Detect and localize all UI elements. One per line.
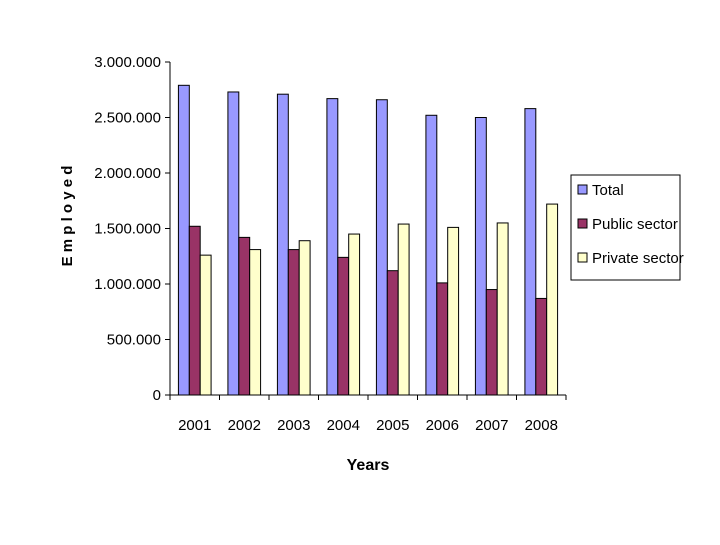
bar-total-2008 [524, 108, 537, 396]
bar-private-sector-2008 [546, 203, 559, 396]
bar-public-sector-2003 [287, 249, 300, 396]
bar-total-2004 [326, 98, 339, 396]
bar-public-sector-2008 [535, 297, 548, 396]
labels-layer: Years E m p l o y e d [59, 166, 389, 474]
bar-private-sector-2006 [447, 226, 460, 396]
bar-private-sector-2005 [397, 223, 410, 396]
bar-private-sector-2007 [496, 222, 509, 396]
y-tick-label: 2.500.000 [94, 110, 161, 127]
bar-total-2001 [177, 84, 190, 396]
x-tick-label: 2005 [376, 417, 409, 434]
bar-total-2003 [276, 93, 289, 396]
y-tick-label: 0 [153, 387, 161, 404]
y-axis-title: E m p l o y e d [59, 166, 76, 267]
bar-private-sector-2001 [199, 254, 212, 396]
x-tick-label: 2008 [525, 417, 558, 434]
bar-public-sector-2004 [337, 256, 350, 396]
bar-public-sector-2001 [188, 225, 201, 396]
legend-swatch-private-sector [577, 252, 588, 263]
y-tick-label: 1.000.000 [94, 276, 161, 293]
y-tick-label: 1.500.000 [94, 221, 161, 238]
x-tick-label: 2004 [327, 417, 360, 434]
bar-public-sector-2006 [436, 282, 449, 396]
x-tick-label: 2001 [178, 417, 211, 434]
legend-swatch-public-sector [577, 218, 588, 229]
legend-box [570, 174, 681, 281]
bar-private-sector-2004 [348, 233, 361, 396]
bar-public-sector-2005 [386, 270, 399, 396]
bar-total-2005 [375, 99, 388, 396]
bar-total-2002 [227, 91, 240, 396]
legend: Total Public sector Private sector [570, 174, 684, 281]
x-tick-label: 2007 [475, 417, 508, 434]
axes-layer: 0 500.000 1.000.000 1.500.000 2.000.000 2.500… [94, 54, 567, 434]
bar-private-sector-2002 [249, 249, 262, 396]
x-axis-title: Years [347, 457, 390, 474]
legend-label: Private sector [592, 250, 684, 267]
y-tick-label: 3.000.000 [94, 54, 161, 71]
bar-public-sector-2002 [238, 236, 251, 396]
bar-total-2007 [474, 117, 487, 396]
bar-private-sector-2003 [298, 240, 311, 396]
x-tick-label: 2006 [426, 417, 459, 434]
bars-layer [177, 84, 559, 396]
y-tick-label: 2.000.000 [94, 165, 161, 182]
legend-label: Public sector [592, 216, 678, 233]
y-tick-label: 500.000 [107, 332, 161, 349]
legend-label: Total [592, 182, 624, 199]
x-tick-label: 2003 [277, 417, 310, 434]
bar-total-2006 [425, 114, 438, 396]
legend-swatch-total [577, 184, 588, 195]
x-tick-label: 2002 [228, 417, 261, 434]
bar-public-sector-2007 [485, 289, 498, 396]
